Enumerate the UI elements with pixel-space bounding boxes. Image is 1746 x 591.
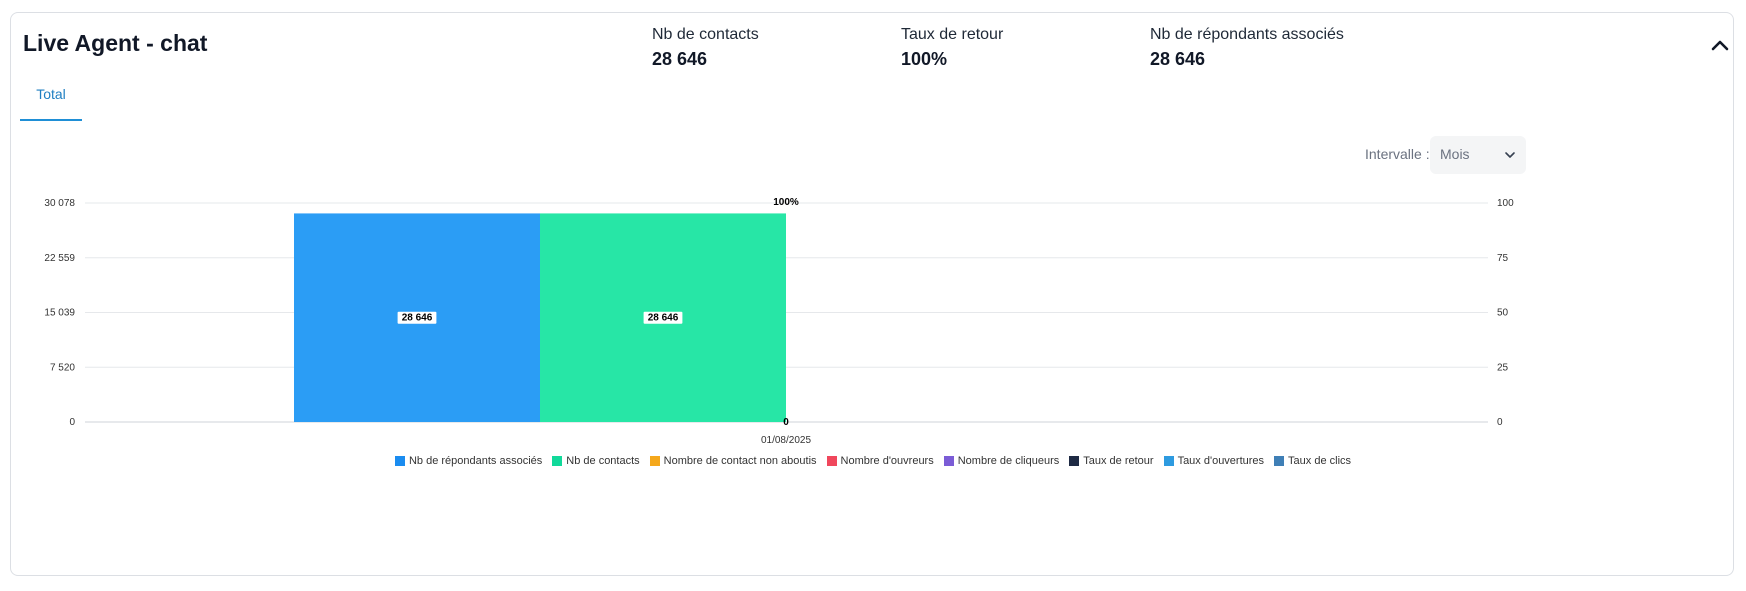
legend-swatch — [1163, 456, 1174, 466]
left-axis-tick: 7 520 — [50, 362, 75, 373]
stat-value: 100% — [901, 49, 948, 69]
left-axis-tick: 15 039 — [44, 308, 75, 319]
legend-item[interactable]: Nombre d'ouvreurs — [826, 455, 934, 467]
right-axis-tick: 0 — [1497, 417, 1503, 428]
bar-label: 28 646 — [402, 313, 433, 324]
right-axis-tick: 100 — [1497, 198, 1514, 209]
stat-return-rate: Taux de retour 100% — [901, 26, 1003, 70]
stat-label: Taux de retour — [901, 26, 1004, 43]
bar-label: 28 646 — [648, 313, 679, 324]
bar-label-bg — [643, 311, 683, 324]
chevron-up-icon — [1711, 40, 1729, 51]
right-axis-tick: 25 — [1497, 362, 1509, 373]
legend-swatch — [552, 456, 563, 466]
legend-item[interactable]: Taux d'ouvertures — [1163, 455, 1265, 467]
legend-swatch — [943, 456, 954, 466]
legend-label: Taux de clics — [1288, 455, 1352, 467]
legend-item[interactable]: Nombre de contact non aboutis — [649, 455, 817, 467]
legend-label: Nombre de contact non aboutis — [663, 455, 817, 467]
legend-label: Nb de répondants associés — [408, 455, 543, 467]
x-axis-tick: 01/08/2025 — [761, 435, 811, 446]
collapse-button[interactable] — [1708, 34, 1732, 58]
legend-label: Nombre de cliqueurs — [957, 455, 1060, 467]
legend-label: Taux d'ouvertures — [1177, 455, 1265, 467]
interval-label: Intervalle : — [1365, 146, 1430, 162]
legend-label: Taux de retour — [1083, 455, 1154, 467]
right-axis-tick: 75 — [1497, 253, 1509, 264]
legend-item[interactable]: Nb de répondants associés — [394, 455, 543, 467]
line-data-label: 0 — [783, 417, 789, 428]
legend-item[interactable]: Taux de retour — [1069, 455, 1154, 467]
card-title: Live Agent - chat — [23, 30, 208, 56]
legend-item[interactable]: Nombre de cliqueurs — [943, 455, 1060, 467]
chart-legend: Nb de répondants associés Nb de contacts N… — [0, 455, 1746, 467]
legend-swatch — [1274, 456, 1285, 466]
chevron-down-icon — [1505, 152, 1515, 158]
legend-item[interactable]: Taux de clics — [1274, 455, 1351, 467]
tab-total[interactable]: Total — [20, 86, 82, 121]
legend-swatch — [394, 456, 405, 466]
line-data-label: 100% — [773, 197, 799, 208]
legend-swatch — [826, 456, 837, 466]
stat-label: Nb de contacts — [652, 26, 759, 43]
stat-value: 28 646 — [652, 49, 708, 69]
left-axis-tick: 30 078 — [44, 198, 75, 209]
left-axis-tick: 22 559 — [44, 253, 75, 264]
legend-swatch — [649, 456, 660, 466]
legend-swatch — [1069, 456, 1080, 466]
bar-label-bg — [397, 311, 437, 324]
legend-label: Nombre d'ouvreurs — [840, 455, 934, 467]
stat-label: Nb de répondants associés — [1150, 26, 1344, 43]
stat-value: 28 646 — [1150, 49, 1206, 69]
interval-value: Mois — [1440, 146, 1470, 162]
stat-contacts: Nb de contacts 28 646 — [652, 26, 759, 70]
interval-select[interactable]: Mois — [1430, 136, 1526, 174]
legend-item[interactable]: Nb de contacts — [552, 455, 640, 467]
stat-respondents: Nb de répondants associés 28 646 — [1150, 26, 1344, 70]
right-axis-tick: 50 — [1497, 308, 1509, 319]
left-axis-tick: 0 — [69, 417, 75, 428]
bar-chart: 0 0 7 520 25 15 039 50 22 559 75 30 078 100 28 646… — [44, 197, 1514, 446]
legend-label: Nb de contacts — [566, 455, 640, 467]
